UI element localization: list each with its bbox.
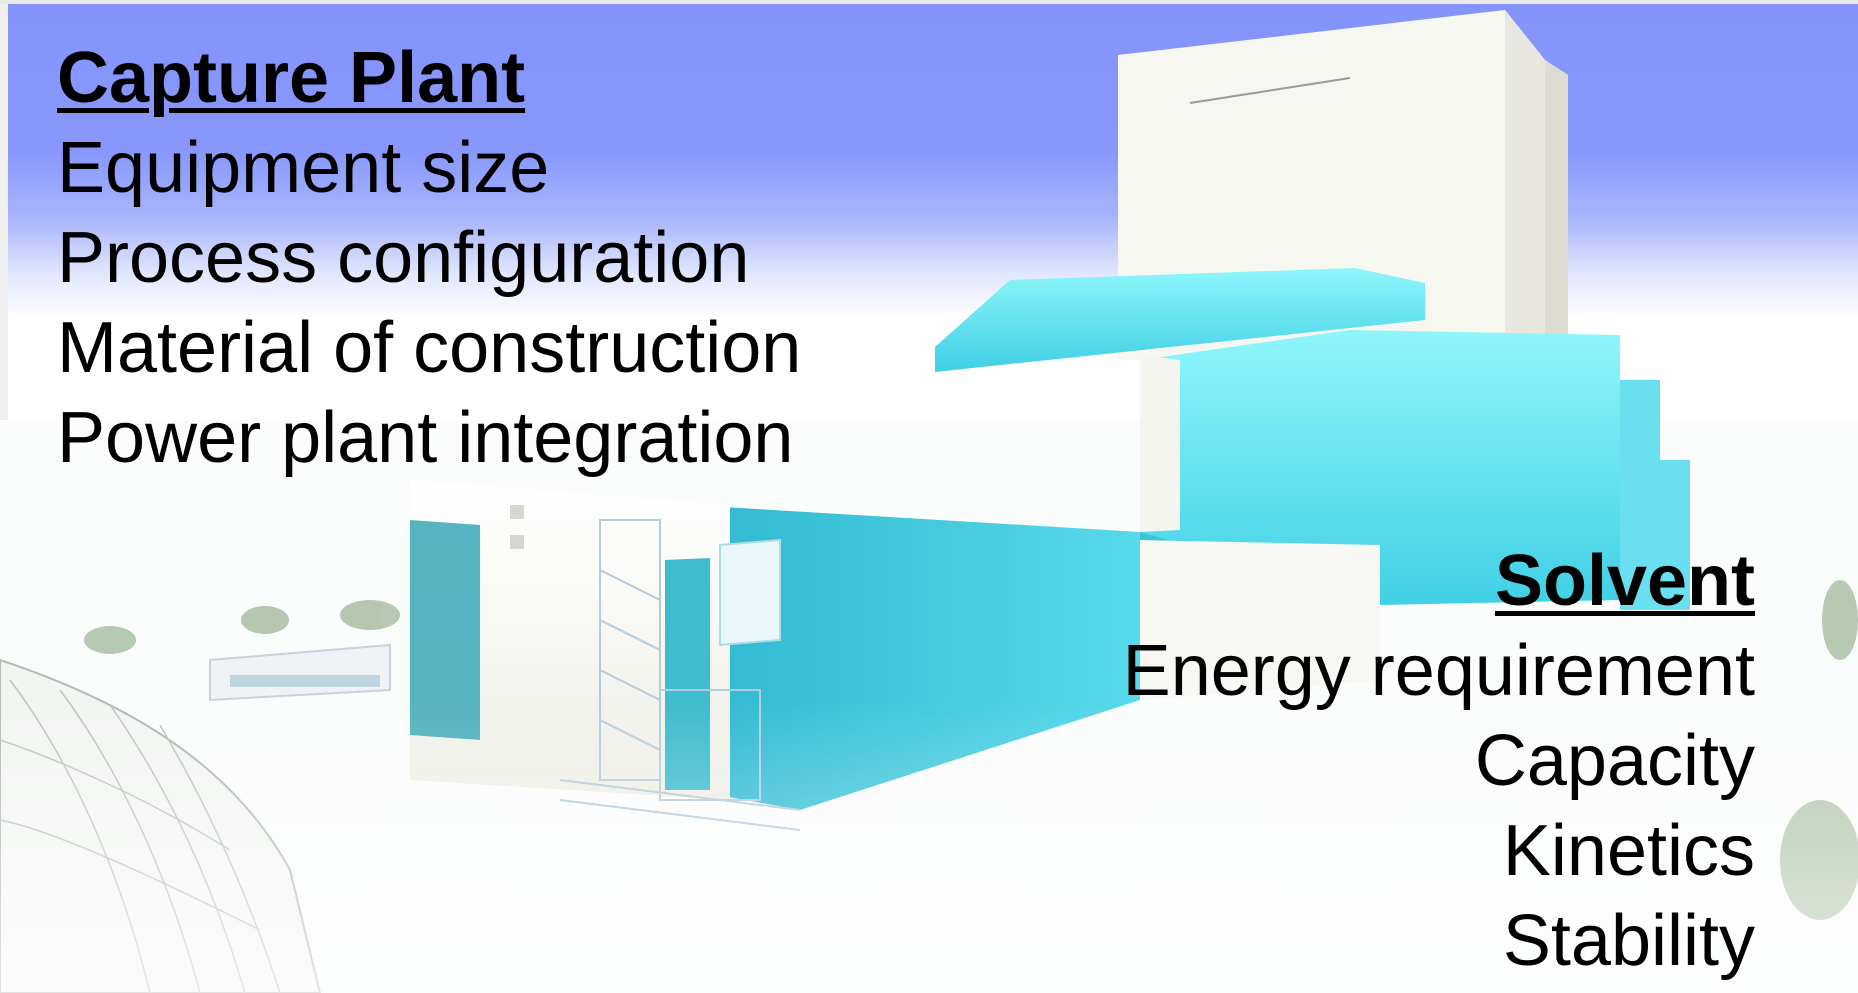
capture-plant-section: Capture Plant Equipment size Process con… [57,33,801,483]
capture-plant-item: Power plant integration [57,398,794,478]
cyan-upper-block [935,268,1690,610]
solvent-item: Kinetics [1502,811,1755,891]
capture-plant-heading: Capture Plant [57,38,526,118]
solvent-section: Solvent Energy requirement Capacity Kine… [1123,536,1755,986]
solvent-item: Energy requirement [1122,631,1755,711]
capture-plant-item: Material of construction [57,308,802,388]
capture-plant-item: Equipment size [57,128,550,208]
capture-plant-item: Process configuration [57,218,750,298]
solvent-item: Capacity [1474,721,1755,801]
solvent-heading: Solvent [1494,541,1755,621]
solvent-item: Stability [1502,901,1755,981]
